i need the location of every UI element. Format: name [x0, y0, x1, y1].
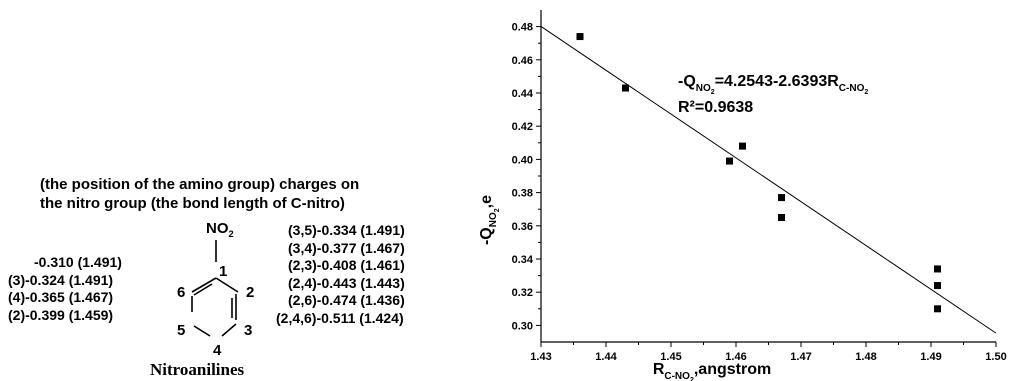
- molecule-caption: Nitroanilines: [150, 360, 245, 379]
- y-tick-label: 0.46: [512, 55, 533, 67]
- list-item: (2)-0.399 (1.459): [8, 306, 114, 323]
- ring-position-2: 2: [246, 284, 255, 301]
- x-tick-label: 1.50: [985, 351, 1006, 363]
- right-charge-list: (3,5)-0.334 (1.491) (3,4)-0.377 (1.467) …: [276, 222, 405, 327]
- data-point: [778, 194, 785, 202]
- y-tick-label: 0.48: [512, 22, 533, 34]
- y-tick-label: 0.38: [512, 188, 533, 200]
- chart-ticks: 1.43 1.44 1.45 1.46 1.47 1.48 1.49 1.50 0.30 0.32…: [512, 22, 1007, 363]
- list-item: (2,3)-0.408 (1.461): [288, 257, 405, 273]
- list-item: (2,6)-0.474 (1.436): [288, 292, 405, 308]
- x-tick-label: 1.47: [790, 351, 811, 363]
- y-tick-label: 0.30: [512, 320, 533, 332]
- left-charge-list: -0.310 (1.491) (3)-0.324 (1.491) (4)-0.3…: [8, 254, 122, 324]
- data-point: [739, 142, 746, 150]
- chart-fit-line-group: [540, 26, 997, 334]
- y-tick-label: 0.42: [512, 121, 533, 133]
- bond-line: [215, 277, 239, 293]
- benzene-ring-structure: [191, 240, 239, 337]
- list-item: -0.310 (1.491): [34, 254, 122, 270]
- y-tick-label: 0.40: [512, 154, 533, 166]
- data-point: [934, 305, 941, 313]
- chart-axes: [540, 10, 996, 343]
- fit-line: [540, 26, 997, 334]
- fit-equation: -QNO2=4.2543-2.6393RC-NO2: [678, 73, 868, 96]
- x-tick-label: 1.43: [530, 351, 551, 363]
- data-point: [576, 33, 584, 41]
- bond-line: [191, 277, 217, 293]
- list-item: (2,4,6)-0.511 (1.424): [276, 309, 404, 326]
- bond-line: [193, 283, 213, 296]
- x-tick-label: 1.48: [855, 351, 876, 363]
- ring-position-6: 6: [177, 284, 186, 301]
- list-item: (3,4)-0.377 (1.467): [288, 239, 405, 256]
- nitro-group-label: NO2: [206, 220, 234, 239]
- list-item: (2,4)-0.443 (1.443): [288, 274, 405, 291]
- y-tick-label: 0.32: [512, 287, 533, 299]
- y-tick-label: 0.44: [512, 88, 534, 100]
- x-tick-label: 1.46: [725, 351, 746, 363]
- chart-points: [576, 33, 941, 313]
- data-point: [934, 282, 941, 290]
- data-point: [934, 265, 941, 273]
- x-axis-label: RC-NO2,angstrom: [653, 361, 771, 381]
- list-item: (3,5)-0.334 (1.491): [288, 222, 405, 238]
- x-tick-label: 1.45: [660, 351, 681, 363]
- figure-header-line2: the nitro group (the bond length of C-ni…: [40, 195, 345, 212]
- r-squared-label: R²=0.9638: [678, 99, 753, 116]
- x-tick-label: 1.49: [920, 351, 941, 363]
- x-tick-label: 1.44: [595, 351, 617, 363]
- data-point: [726, 157, 733, 165]
- data-point: [622, 84, 629, 92]
- list-item: (4)-0.365 (1.467): [8, 289, 114, 305]
- ring-position-3: 3: [244, 322, 253, 339]
- figure-header-line1: (the position of the amino group) charge…: [40, 176, 360, 193]
- list-item: (3)-0.324 (1.491): [8, 271, 114, 288]
- bond-line: [193, 325, 211, 337]
- y-axis-label: -QNO2,e: [478, 195, 501, 245]
- ring-position-5: 5: [177, 322, 186, 339]
- bond-line: [221, 323, 237, 337]
- ring-position-4: 4: [213, 342, 222, 359]
- ring-position-1: 1: [219, 263, 228, 280]
- data-point: [778, 214, 785, 221]
- y-tick-label: 0.34: [512, 254, 534, 266]
- y-tick-label: 0.36: [512, 221, 533, 233]
